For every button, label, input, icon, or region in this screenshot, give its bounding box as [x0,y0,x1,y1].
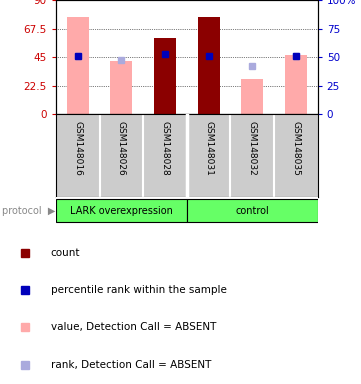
Text: GSM148035: GSM148035 [291,121,300,176]
Bar [110,61,132,114]
Bar [187,199,318,222]
Bar [154,38,176,114]
Text: percentile rank within the sample: percentile rank within the sample [51,285,226,295]
Text: rank, Detection Call = ABSENT: rank, Detection Call = ABSENT [51,360,211,370]
Text: GSM148032: GSM148032 [248,121,257,176]
Bar [67,17,89,114]
Text: value, Detection Call = ABSENT: value, Detection Call = ABSENT [51,322,216,332]
Bar [285,55,307,114]
Text: control: control [235,206,269,216]
Text: GSM148031: GSM148031 [204,121,213,176]
Bar [56,199,187,222]
Bar [242,79,263,114]
Text: protocol  ▶: protocol ▶ [2,206,55,216]
Bar [198,17,219,114]
Text: LARK overexpression: LARK overexpression [70,206,173,216]
Text: GSM148026: GSM148026 [117,121,126,176]
Text: count: count [51,248,80,258]
Text: GSM148016: GSM148016 [73,121,82,176]
Text: GSM148028: GSM148028 [161,121,170,176]
